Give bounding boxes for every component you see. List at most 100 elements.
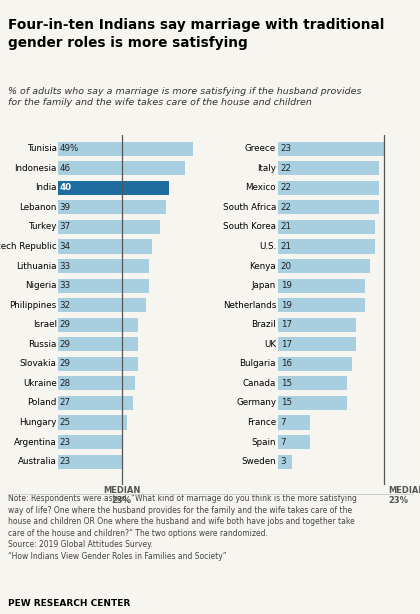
Bar <box>278 239 375 254</box>
Text: 27: 27 <box>60 398 71 408</box>
Bar <box>58 357 138 371</box>
Bar <box>58 200 166 214</box>
Bar <box>278 317 356 332</box>
Bar <box>58 279 149 293</box>
Bar <box>278 357 352 371</box>
Text: Czech Republic: Czech Republic <box>0 242 57 251</box>
Text: Lebanon: Lebanon <box>19 203 57 212</box>
Text: Kenya: Kenya <box>249 262 276 271</box>
Bar <box>278 376 347 391</box>
Bar <box>58 220 160 234</box>
Text: 23: 23 <box>281 144 292 154</box>
Text: Brazil: Brazil <box>252 321 276 329</box>
Text: Lithuania: Lithuania <box>16 262 57 271</box>
Text: 28: 28 <box>60 379 71 388</box>
Text: 7: 7 <box>281 438 286 446</box>
Text: Nigeria: Nigeria <box>25 281 57 290</box>
Text: Turkey: Turkey <box>29 222 57 231</box>
Bar <box>278 259 370 273</box>
Bar <box>278 396 347 410</box>
Text: 25: 25 <box>60 418 71 427</box>
Bar <box>58 416 127 430</box>
Bar <box>58 239 152 254</box>
Bar <box>278 220 375 234</box>
Text: PEW RESEARCH CENTER: PEW RESEARCH CENTER <box>8 599 131 608</box>
Bar <box>278 337 356 351</box>
Bar <box>278 279 365 293</box>
Bar <box>58 181 168 195</box>
Text: 17: 17 <box>281 340 292 349</box>
Text: 29: 29 <box>60 340 71 349</box>
Text: 23: 23 <box>60 438 71 446</box>
Text: MEDIAN
23%: MEDIAN 23% <box>103 486 140 505</box>
Bar <box>58 142 194 156</box>
Bar <box>278 416 310 430</box>
Text: 20: 20 <box>281 262 292 271</box>
Text: Tunisia: Tunisia <box>27 144 57 154</box>
Bar <box>58 161 185 176</box>
Text: 29: 29 <box>60 359 71 368</box>
Text: Italy: Italy <box>257 164 276 173</box>
Text: Germany: Germany <box>236 398 276 408</box>
Text: Netherlands: Netherlands <box>223 301 276 309</box>
Text: Greece: Greece <box>245 144 276 154</box>
Bar <box>58 454 122 468</box>
Text: 15: 15 <box>281 379 292 388</box>
Text: 40: 40 <box>60 184 72 192</box>
Text: 21: 21 <box>281 222 291 231</box>
Bar <box>278 200 379 214</box>
Text: Bulgaria: Bulgaria <box>239 359 276 368</box>
Bar <box>58 435 122 449</box>
Text: 16: 16 <box>281 359 291 368</box>
Text: Japan: Japan <box>252 281 276 290</box>
Text: Slovakia: Slovakia <box>20 359 57 368</box>
Text: UK: UK <box>264 340 276 349</box>
Text: 29: 29 <box>60 321 71 329</box>
Text: 17: 17 <box>281 321 292 329</box>
Text: MEDIAN
23%: MEDIAN 23% <box>388 486 420 505</box>
Text: Philippines: Philippines <box>10 301 57 309</box>
Bar <box>278 142 384 156</box>
Text: 19: 19 <box>281 281 291 290</box>
Bar <box>58 317 138 332</box>
Text: 15: 15 <box>281 398 292 408</box>
Text: Australia: Australia <box>18 457 57 466</box>
Text: Note: Respondents were asked, “What kind of marriage do you think is the more sa: Note: Respondents were asked, “What kind… <box>8 494 357 561</box>
Text: 49%: 49% <box>60 144 79 154</box>
Bar <box>58 376 135 391</box>
Text: 37: 37 <box>60 222 71 231</box>
Text: Indonesia: Indonesia <box>14 164 57 173</box>
Text: Four-in-ten Indians say marriage with traditional
gender roles is more satisfyin: Four-in-ten Indians say marriage with tr… <box>8 18 385 50</box>
Bar <box>58 298 147 313</box>
Text: Israel: Israel <box>33 321 57 329</box>
Text: U.S.: U.S. <box>259 242 276 251</box>
Bar <box>58 396 133 410</box>
Text: 22: 22 <box>281 203 291 212</box>
Bar <box>278 161 379 176</box>
Text: 23: 23 <box>60 457 71 466</box>
Text: 34: 34 <box>60 242 71 251</box>
Text: South Africa: South Africa <box>223 203 276 212</box>
Text: Russia: Russia <box>29 340 57 349</box>
Text: 7: 7 <box>281 418 286 427</box>
Text: South Korea: South Korea <box>223 222 276 231</box>
Text: Hungary: Hungary <box>19 418 57 427</box>
Bar <box>278 298 365 313</box>
Text: Sweden: Sweden <box>241 457 276 466</box>
Text: Mexico: Mexico <box>245 184 276 192</box>
Text: Ukraine: Ukraine <box>23 379 57 388</box>
Text: 32: 32 <box>60 301 71 309</box>
Text: India: India <box>35 184 57 192</box>
Text: Spain: Spain <box>252 438 276 446</box>
Text: % of adults who say a marriage is more satisfying if the husband provides
for th: % of adults who say a marriage is more s… <box>8 87 362 107</box>
Text: 33: 33 <box>60 262 71 271</box>
Text: Canada: Canada <box>243 379 276 388</box>
Text: Argentina: Argentina <box>14 438 57 446</box>
Text: 22: 22 <box>281 184 291 192</box>
Text: 22: 22 <box>281 164 291 173</box>
Text: France: France <box>247 418 276 427</box>
Bar <box>58 259 149 273</box>
Text: 3: 3 <box>281 457 286 466</box>
Text: 46: 46 <box>60 164 71 173</box>
Text: 21: 21 <box>281 242 291 251</box>
